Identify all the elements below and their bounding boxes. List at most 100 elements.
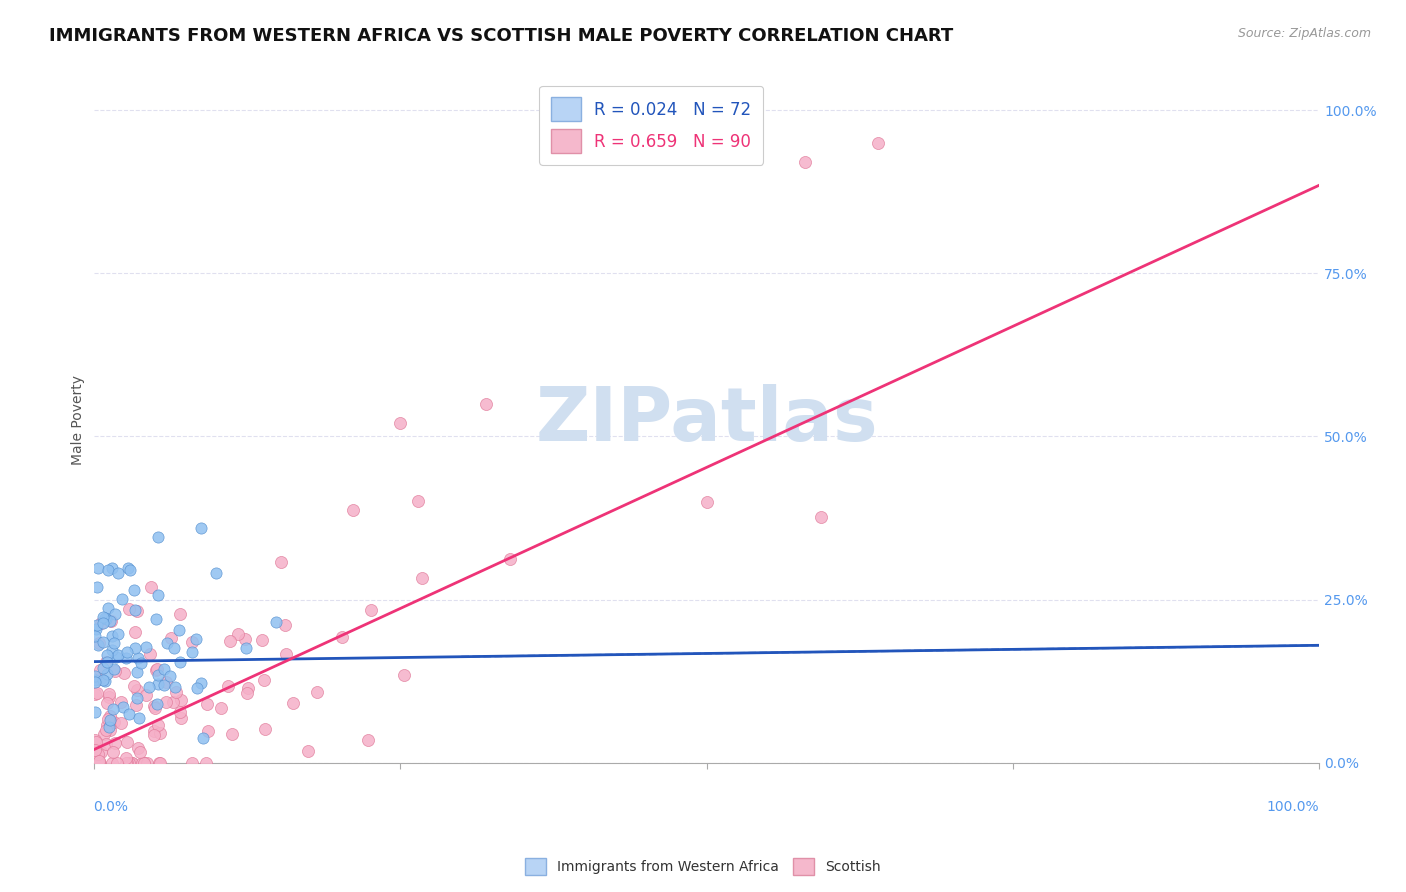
Point bbox=[138, 680, 160, 694]
Text: IMMIGRANTS FROM WESTERN AFRICA VS SCOTTISH MALE POVERTY CORRELATION CHART: IMMIGRANTS FROM WESTERN AFRICA VS SCOTTI… bbox=[49, 27, 953, 45]
Point bbox=[115, 645, 138, 659]
Point bbox=[868, 136, 890, 150]
Point bbox=[342, 503, 364, 517]
Point bbox=[155, 694, 177, 708]
Point bbox=[101, 643, 124, 657]
Point bbox=[145, 663, 167, 677]
Point bbox=[83, 687, 105, 701]
Point bbox=[160, 632, 183, 646]
Point bbox=[104, 664, 127, 678]
Point bbox=[238, 681, 260, 695]
Point bbox=[167, 623, 190, 637]
Point bbox=[115, 756, 138, 770]
Point bbox=[94, 612, 117, 626]
Point bbox=[155, 674, 177, 689]
Point bbox=[98, 715, 121, 730]
Point bbox=[89, 663, 111, 677]
Point bbox=[221, 727, 243, 741]
Point bbox=[83, 669, 105, 683]
Point bbox=[124, 625, 146, 640]
Point bbox=[101, 629, 124, 643]
Point bbox=[94, 674, 117, 689]
Point bbox=[159, 669, 181, 683]
Point bbox=[149, 756, 172, 770]
Point bbox=[86, 756, 108, 770]
Point bbox=[98, 720, 121, 734]
Point bbox=[86, 686, 108, 700]
Point bbox=[143, 698, 166, 713]
Point bbox=[180, 645, 202, 659]
Point bbox=[146, 697, 169, 711]
Point bbox=[156, 636, 179, 650]
Point bbox=[149, 726, 172, 740]
Point bbox=[226, 626, 249, 640]
Point bbox=[148, 718, 170, 732]
Text: Source: ZipAtlas.com: Source: ZipAtlas.com bbox=[1237, 27, 1371, 40]
Point bbox=[107, 566, 129, 581]
Point bbox=[125, 691, 148, 706]
Point bbox=[169, 655, 191, 669]
Legend: Immigrants from Western Africa, Scottish: Immigrants from Western Africa, Scottish bbox=[520, 853, 886, 880]
Point bbox=[297, 744, 319, 758]
Point bbox=[83, 733, 105, 747]
Point bbox=[96, 655, 118, 669]
Point bbox=[131, 756, 153, 770]
Point bbox=[91, 661, 114, 675]
Point bbox=[124, 679, 146, 693]
Point bbox=[219, 634, 242, 648]
Point bbox=[191, 731, 214, 745]
Point bbox=[184, 632, 207, 647]
Point bbox=[97, 601, 120, 615]
Point bbox=[165, 685, 187, 699]
Point bbox=[84, 622, 107, 636]
Point bbox=[143, 723, 166, 738]
Point bbox=[233, 632, 256, 647]
Point bbox=[148, 530, 170, 544]
Point bbox=[94, 737, 117, 751]
Point bbox=[253, 723, 276, 737]
Point bbox=[104, 649, 127, 664]
Point bbox=[475, 397, 498, 411]
Point bbox=[357, 733, 380, 747]
Point bbox=[118, 707, 141, 722]
Point bbox=[90, 615, 112, 630]
Point bbox=[499, 552, 522, 566]
Point bbox=[143, 701, 166, 715]
Point bbox=[270, 555, 292, 569]
Point bbox=[135, 688, 157, 702]
Point bbox=[253, 673, 276, 688]
Point bbox=[170, 711, 193, 725]
Point bbox=[209, 701, 232, 715]
Point bbox=[91, 615, 114, 630]
Point bbox=[195, 697, 218, 711]
Point bbox=[162, 640, 184, 655]
Point bbox=[93, 727, 115, 741]
Point bbox=[125, 665, 148, 679]
Point bbox=[264, 615, 287, 629]
Point bbox=[115, 735, 138, 749]
Point bbox=[110, 715, 132, 730]
Point bbox=[118, 756, 141, 770]
Point bbox=[84, 675, 107, 690]
Point bbox=[107, 627, 129, 641]
Point bbox=[103, 662, 125, 676]
Point bbox=[104, 607, 127, 622]
Point bbox=[115, 750, 138, 764]
Point bbox=[135, 640, 157, 655]
Point bbox=[98, 614, 121, 628]
Point bbox=[118, 756, 141, 770]
Point bbox=[131, 656, 153, 670]
Point bbox=[117, 561, 139, 575]
Point bbox=[128, 745, 150, 759]
Y-axis label: Male Poverty: Male Poverty bbox=[72, 376, 86, 465]
Point bbox=[392, 668, 415, 682]
Point bbox=[162, 695, 184, 709]
Point bbox=[190, 521, 212, 535]
Point bbox=[145, 662, 167, 676]
Point bbox=[148, 588, 170, 602]
Point bbox=[276, 647, 298, 661]
Point bbox=[89, 756, 111, 770]
Point bbox=[124, 603, 146, 617]
Point bbox=[163, 680, 186, 694]
Point bbox=[112, 666, 135, 681]
